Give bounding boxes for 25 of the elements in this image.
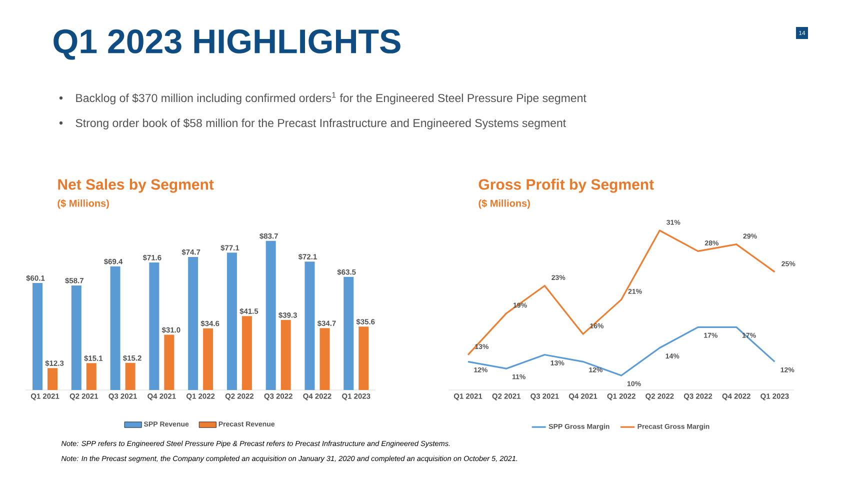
bar [164, 334, 174, 390]
bar [110, 266, 120, 390]
bar [32, 282, 43, 390]
bar [86, 363, 96, 390]
chart-title: Net Sales by Segment [58, 178, 214, 193]
chart-subtitle: ($ Millions) [58, 199, 109, 209]
bar [242, 316, 252, 390]
bar [226, 252, 237, 390]
bar [358, 326, 369, 390]
bar [203, 328, 214, 390]
bar [149, 262, 160, 390]
bar [280, 320, 291, 390]
bar [320, 328, 330, 390]
bar [344, 276, 354, 390]
bar [188, 256, 198, 390]
text: Q1 2023 HIGHLIGHTS [54, 29, 400, 60]
bar [48, 368, 58, 390]
text: Backlog of $370 million including confirmed orders$^{1}$ for the Engineered Steel Pressure Pipe segment [76, 92, 586, 104]
chart-title: Gross Profit by Segment [478, 178, 654, 193]
bar [304, 262, 315, 390]
bar [71, 285, 82, 390]
chart-subtitle: ($ Millions) [478, 199, 530, 209]
bar [125, 362, 136, 390]
bar [266, 240, 276, 390]
text: Strong order book of $58 million for the Precast Infrastructure and Engineered Systems segment [76, 118, 566, 130]
